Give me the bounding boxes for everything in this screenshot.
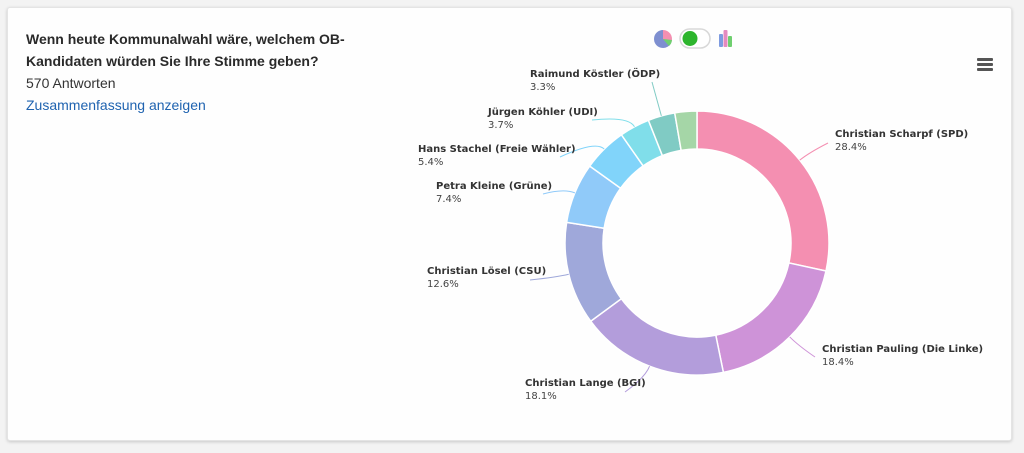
chart-menu-button[interactable]: [974, 56, 996, 76]
slice-label: Christian Pauling (Die Linke): [822, 344, 983, 355]
slice-label: Christian Lange (BGI): [525, 378, 646, 389]
label-connector: [559, 145, 605, 158]
slice-value-label: 7.4%: [436, 194, 461, 205]
hamburger-menu-icon: [977, 58, 993, 61]
slice-value-label: 12.6%: [427, 279, 459, 290]
label-connector: [789, 336, 816, 358]
pie-slice[interactable]: [589, 297, 725, 376]
slice-label: Jürgen Köhler (UDI): [487, 107, 598, 118]
slice-label: Hans Stachel (Freie Wähler): [418, 144, 576, 155]
label-connector: [651, 81, 662, 117]
pie-slice[interactable]: [673, 110, 698, 152]
pie-slice[interactable]: [696, 110, 830, 272]
slice-label: Raimund Köstler (ÖDP): [530, 66, 660, 80]
slice-value-label: 18.4%: [822, 357, 854, 368]
label-connector: [542, 190, 576, 195]
slice-label: Petra Kleine (Grüne): [436, 181, 552, 192]
pie-chart-icon[interactable]: [654, 29, 673, 48]
label-connector: [799, 142, 829, 161]
slice-value-label: 5.4%: [418, 157, 443, 168]
slice-value-label: 18.1%: [525, 391, 557, 402]
slice-value-label: 3.3%: [530, 82, 555, 93]
pie-slice[interactable]: [714, 262, 827, 374]
question-title: Wenn heute Kommunalwahl wäre, welchem OB…: [26, 31, 345, 69]
toggle-switch-icon[interactable]: [679, 28, 711, 49]
bar-chart-icon[interactable]: [719, 30, 732, 47]
survey-card: Wenn heute Kommunalwahl wäre, welchem OB…: [7, 7, 1012, 441]
label-connector: [624, 365, 651, 393]
label-connector: [529, 273, 569, 281]
chart-type-toggle: [644, 26, 734, 52]
slice-label: Christian Lösel (CSU): [427, 266, 546, 277]
response-count: 570 Antworten: [26, 75, 116, 91]
slice-label: Christian Scharpf (SPD): [835, 129, 968, 140]
show-summary-link[interactable]: Zusammenfassung anzeigen: [26, 97, 206, 113]
slice-value-label: 28.4%: [835, 142, 867, 153]
slice-value-label: 3.7%: [488, 120, 513, 131]
label-connector: [591, 118, 635, 128]
